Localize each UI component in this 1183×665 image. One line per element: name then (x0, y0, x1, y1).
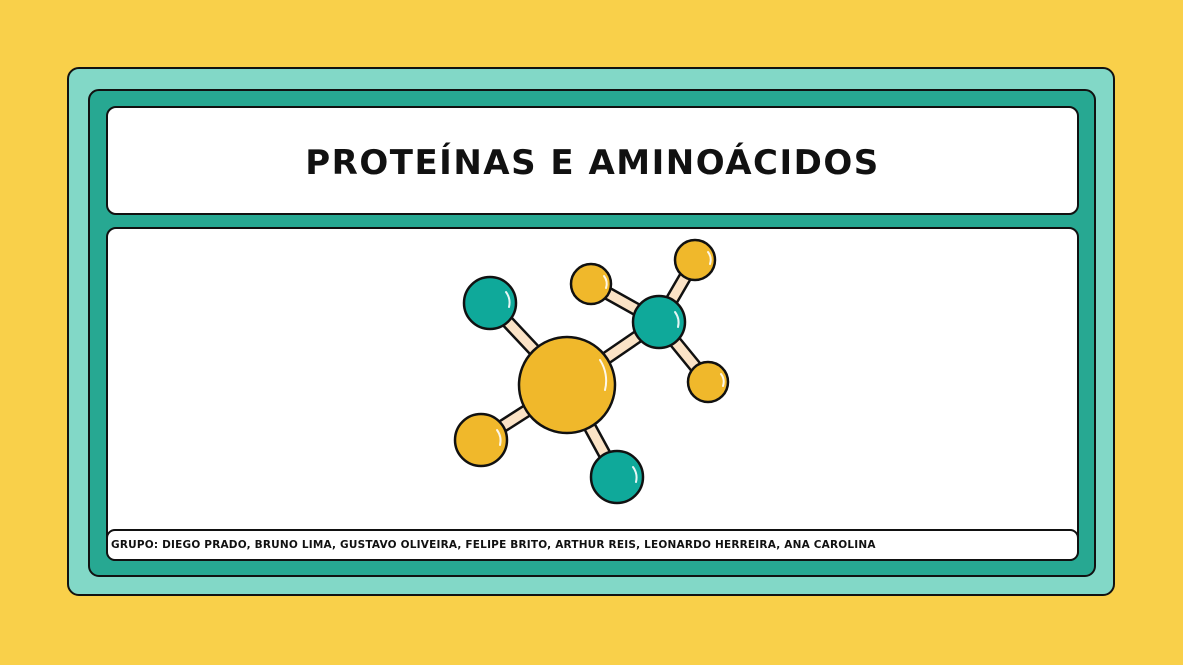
atom-teal-topleft (462, 275, 518, 331)
atom-yellow-small-top (569, 262, 613, 306)
atom-yellow-small-topright (673, 238, 717, 282)
atom-yellow-left (453, 412, 509, 468)
title-panel: PROTEÍNAS E AMINOÁCIDOS (106, 106, 1079, 215)
atom-yellow-center (517, 335, 617, 435)
atom-teal-right (631, 294, 687, 350)
atom-teal-bottom (589, 449, 645, 505)
group-members-bar: GRUPO: DIEGO PRADO, BRUNO LIMA, GUSTAVO … (106, 529, 1079, 561)
group-members-text: GRUPO: DIEGO PRADO, BRUNO LIMA, GUSTAVO … (111, 539, 876, 551)
slide-title: PROTEÍNAS E AMINOÁCIDOS (305, 142, 880, 183)
molecule-illustration (453, 238, 730, 505)
atom-yellow-small-right (686, 360, 730, 404)
